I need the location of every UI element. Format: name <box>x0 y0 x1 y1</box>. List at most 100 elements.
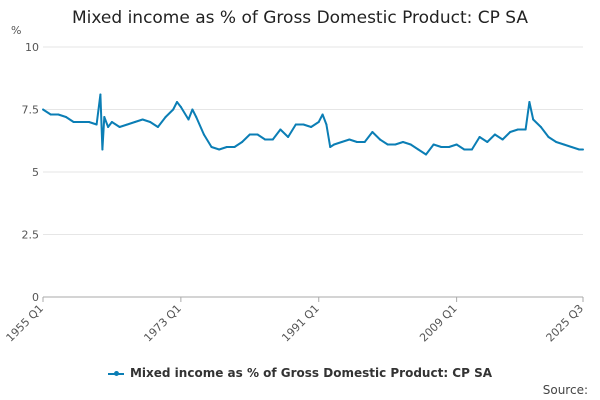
data-point[interactable] <box>65 116 67 118</box>
chart-title: Mixed income as % of Gross Domestic Prod… <box>71 8 529 28</box>
data-point[interactable] <box>582 148 584 151</box>
data-point[interactable] <box>379 138 381 141</box>
y-axis-unit-label: % <box>11 24 21 37</box>
data-point[interactable] <box>256 133 259 136</box>
data-point[interactable] <box>287 136 290 138</box>
data-point[interactable] <box>578 148 581 151</box>
data-point[interactable] <box>409 143 412 146</box>
data-point[interactable] <box>149 121 152 123</box>
data-point[interactable] <box>555 141 558 143</box>
data-point[interactable] <box>329 146 332 148</box>
data-point[interactable] <box>333 143 336 146</box>
data-point[interactable] <box>356 141 358 143</box>
data-point[interactable] <box>133 121 136 123</box>
data-point[interactable] <box>179 106 182 108</box>
data-point[interactable] <box>195 116 198 118</box>
data-point[interactable] <box>394 143 397 146</box>
x-tick-label: 1955 Q1 <box>4 302 47 345</box>
data-point[interactable] <box>156 126 159 128</box>
x-tick-layer: 1955 Q1 1973 Q1 1991 Q1 2009 Q1 2025 Q3 <box>4 297 587 345</box>
data-point[interactable] <box>279 128 282 131</box>
data-point[interactable] <box>294 123 297 126</box>
legend[interactable]: Mixed income as % of Gross Domestic Prod… <box>0 366 600 380</box>
data-point[interactable] <box>218 148 221 151</box>
data-point[interactable] <box>88 121 90 123</box>
data-point[interactable] <box>107 126 110 128</box>
data-point[interactable] <box>172 108 175 111</box>
data-point[interactable] <box>516 128 519 131</box>
data-point[interactable] <box>103 116 106 118</box>
x-tick-label: 1991 Q1 <box>279 302 322 345</box>
x-tick-label: 2025 Q3 <box>544 302 587 345</box>
data-point[interactable] <box>42 108 44 111</box>
y-tick-layer: 0 2.5 5 7.5 10 <box>22 41 40 304</box>
legend-swatch <box>107 370 124 376</box>
data-point[interactable] <box>225 146 228 148</box>
data-point[interactable] <box>164 116 167 118</box>
y-tick-label: 7.5 <box>22 104 40 117</box>
data-point[interactable] <box>509 131 512 133</box>
data-point[interactable] <box>202 133 205 136</box>
data-point[interactable] <box>440 146 443 148</box>
data-point[interactable] <box>539 126 542 128</box>
data-point[interactable] <box>101 148 104 151</box>
data-point[interactable] <box>302 123 305 126</box>
data-point[interactable] <box>562 143 565 146</box>
data-point[interactable] <box>470 148 473 151</box>
data-point[interactable] <box>455 143 458 146</box>
data-point[interactable] <box>141 118 144 121</box>
grid-layer <box>43 46 583 235</box>
data-point[interactable] <box>118 126 121 128</box>
data-point[interactable] <box>80 121 83 123</box>
data-point[interactable] <box>363 141 366 143</box>
data-point[interactable] <box>570 146 573 148</box>
y-tick-label: 5 <box>32 166 39 179</box>
data-point[interactable] <box>547 136 550 138</box>
data-point[interactable] <box>95 123 98 126</box>
data-point[interactable] <box>321 113 324 116</box>
data-point[interactable] <box>210 146 213 148</box>
data-point[interactable] <box>348 138 351 141</box>
data-point[interactable] <box>340 141 343 143</box>
data-point[interactable] <box>241 141 244 143</box>
data-point[interactable] <box>49 113 52 116</box>
data-point[interactable] <box>417 148 420 151</box>
data-point[interactable] <box>493 133 496 136</box>
data-point[interactable] <box>425 153 427 156</box>
data-point[interactable] <box>248 133 251 136</box>
data-point[interactable] <box>72 121 75 123</box>
data-point[interactable] <box>532 118 535 121</box>
data-point[interactable] <box>478 136 481 138</box>
y-tick-label: 10 <box>25 41 39 54</box>
data-point[interactable] <box>191 108 194 111</box>
data-point[interactable] <box>264 138 267 141</box>
data-point[interactable] <box>432 143 435 146</box>
series-layer <box>42 93 584 156</box>
data-point[interactable] <box>402 141 404 143</box>
y-tick-label: 0 <box>32 291 39 304</box>
data-point[interactable] <box>486 141 489 143</box>
data-point[interactable] <box>501 138 504 141</box>
data-point[interactable] <box>448 146 450 148</box>
y-tick-label: 2.5 <box>22 229 40 242</box>
data-point[interactable] <box>310 126 313 128</box>
data-point[interactable] <box>110 121 113 123</box>
data-point[interactable] <box>233 146 236 148</box>
data-point[interactable] <box>187 118 190 121</box>
data-point[interactable] <box>386 143 389 146</box>
data-point[interactable] <box>528 101 531 103</box>
data-point[interactable] <box>126 123 129 126</box>
data-point[interactable] <box>317 121 320 123</box>
data-point[interactable] <box>271 138 274 141</box>
data-point[interactable] <box>57 113 60 116</box>
data-point[interactable] <box>524 128 527 131</box>
data-point[interactable] <box>371 131 374 133</box>
data-point[interactable] <box>325 123 328 126</box>
series-line[interactable] <box>42 93 583 156</box>
data-point[interactable] <box>176 101 178 103</box>
x-tick-label: 2009 Q1 <box>417 302 460 345</box>
data-point[interactable] <box>463 148 466 151</box>
data-point[interactable] <box>99 93 102 96</box>
source-label: Source: <box>542 383 588 397</box>
